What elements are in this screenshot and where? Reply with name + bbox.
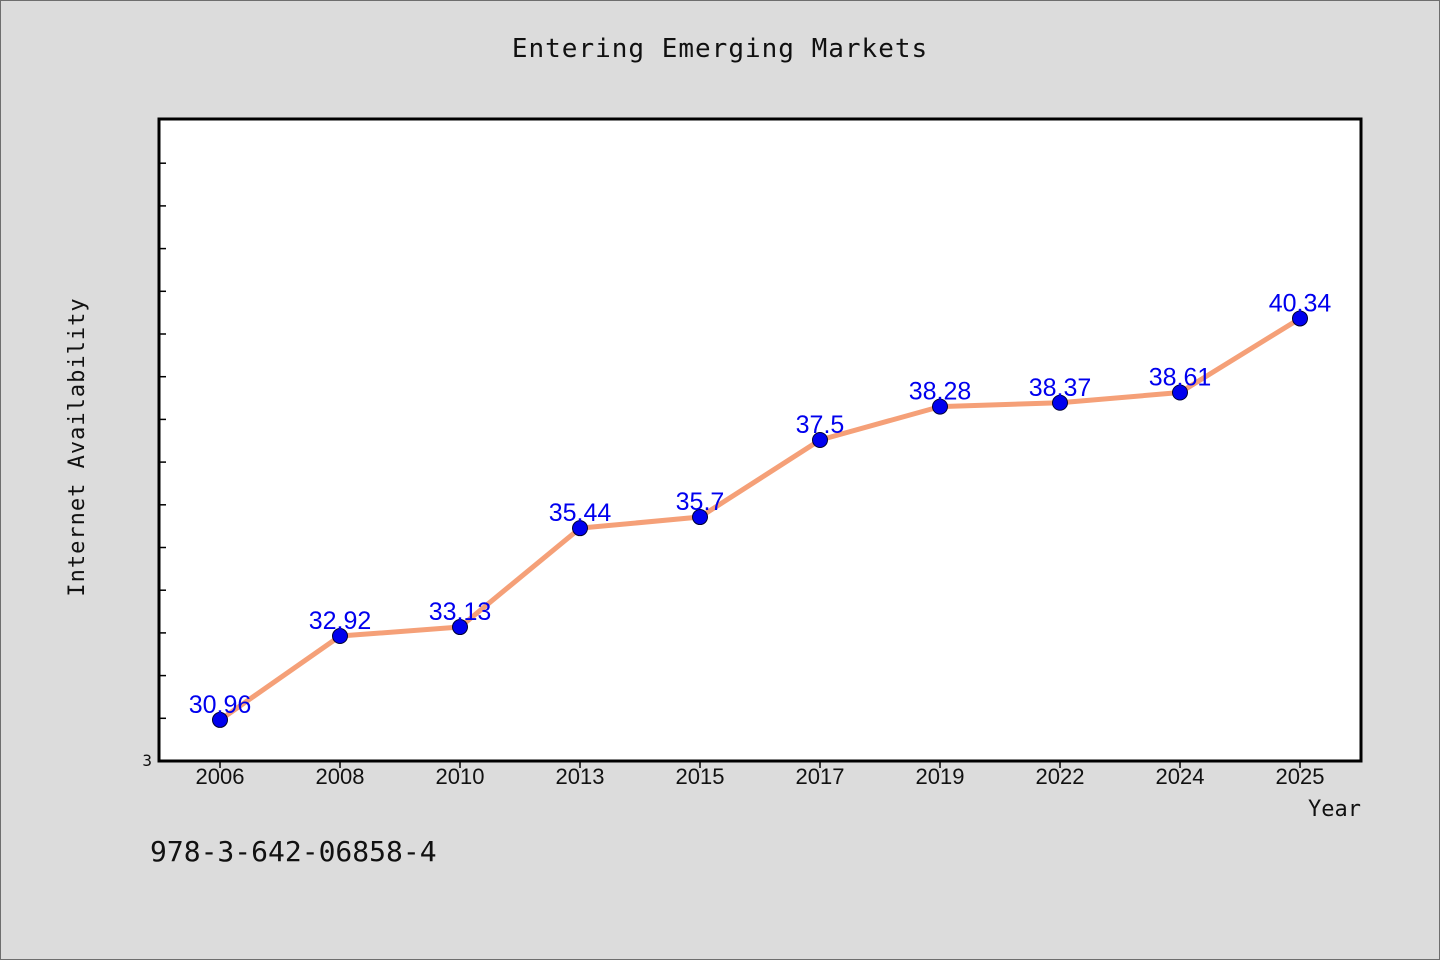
data-point-marker [692,509,708,526]
data-point-marker [932,398,948,415]
data-point-marker [452,619,468,636]
data-markers [212,310,1308,728]
data-label: 38.61 [1149,363,1212,391]
x-tick-label: 2019 [916,764,965,789]
data-label: 40.34 [1269,289,1332,317]
y-axis-ticks [159,162,166,720]
data-label: 38.28 [909,378,972,406]
x-tick-label: 2017 [796,764,845,789]
x-tick-label: 2025 [1276,764,1325,789]
x-axis-ticks [219,761,1301,768]
x-tick-label: 2024 [1156,764,1205,789]
data-label: 37.5 [796,411,845,439]
data-point-marker [812,432,828,448]
data-point-marker [332,628,348,645]
data-point-marker [572,520,588,537]
data-label: 35.7 [676,488,725,516]
data-point-marker [1172,384,1188,401]
x-tick-label: 2013 [556,764,605,789]
plot-area [157,117,1363,763]
data-label: 30.96 [189,691,252,719]
chart-title: Entering Emerging Markets [511,34,929,64]
data-label: 35.44 [549,499,612,527]
x-tick-labels: 2006 2008 2010 2013 2015 2017 2019 2022 2024 2025 [196,764,1325,789]
data-point-marker [212,711,228,728]
y-axis-label: Internet Availability [65,297,90,596]
y-tick-label: 3 [142,751,152,770]
data-label: 38.37 [1029,374,1092,402]
data-point-marker [1052,394,1068,411]
x-tick-label: 2010 [436,764,485,789]
data-point-marker [1292,310,1308,327]
x-tick-label: 2008 [316,764,365,789]
data-label: 32.92 [309,607,372,635]
series-line [217,315,1303,723]
x-axis-label: Year [1308,797,1361,822]
x-tick-label: 2006 [196,764,245,789]
x-tick-label: 2022 [1036,764,1085,789]
data-labels: 30.96 32.92 33.13 35.44 35.7 37.5 38.28 38.37 38… [189,289,1332,718]
x-tick-label: 2015 [676,764,725,789]
data-label: 33.13 [429,598,492,626]
footer-isbn-text: 978-3-642-06858-4 [150,835,437,868]
